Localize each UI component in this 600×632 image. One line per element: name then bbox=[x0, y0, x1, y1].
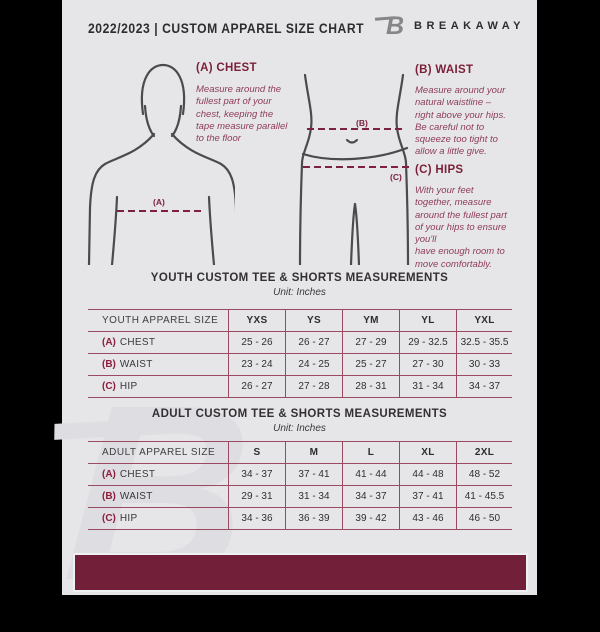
navel-mark bbox=[345, 138, 359, 144]
table-cell: 25 - 27 bbox=[342, 353, 399, 375]
armpit-left bbox=[110, 195, 119, 265]
row-letter: (C) bbox=[102, 381, 116, 392]
youth-size-table: YOUTH APPAREL SIZE YXS YS YM YL YXL (A) C… bbox=[88, 309, 512, 398]
page-background: { "colors": { "page_background": "#e6e6e… bbox=[54, 0, 537, 632]
table-cell: 27 - 29 bbox=[342, 331, 399, 353]
table-cell: 41 - 44 bbox=[342, 463, 399, 485]
table-cell: 43 - 46 bbox=[399, 507, 456, 529]
table-cell: 23 - 24 bbox=[228, 353, 285, 375]
adult-table-title: ADULT CUSTOM TEE & SHORTS MEASUREMENTS bbox=[151, 408, 448, 420]
shoulder-arm-right bbox=[170, 132, 235, 214]
waist-hips-diagram bbox=[298, 73, 410, 265]
size-chart-document: B 2022/2023 | CUSTOM APPAREL SIZE CHART … bbox=[54, 0, 537, 632]
table-cell: 32.5 - 35.5 bbox=[456, 331, 512, 353]
breakaway-logo-icon: B bbox=[374, 12, 408, 40]
hips-instruction-text: With your feet together, measure around … bbox=[415, 185, 507, 270]
adult-size-2xl: 2XL bbox=[456, 441, 512, 463]
youth-table-unit: Unit: Inches bbox=[273, 287, 326, 298]
adult-size-l: L bbox=[342, 441, 399, 463]
adult-size-m: M bbox=[285, 441, 342, 463]
row-label: WAIST bbox=[119, 359, 153, 370]
neck-left bbox=[143, 104, 156, 138]
table-cell: 26 - 27 bbox=[285, 331, 342, 353]
table-cell: 31 - 34 bbox=[285, 485, 342, 507]
youth-table-title: YOUTH CUSTOM TEE & SHORTS MEASUREMENTS bbox=[150, 272, 449, 284]
hips-instruction-heading: (C) HIPS bbox=[415, 164, 464, 176]
chest-instruction-text: Measure around the fullest part of your … bbox=[196, 84, 288, 145]
chest-instruction-heading: (A) CHEST bbox=[196, 62, 257, 74]
row-label: WAIST bbox=[119, 491, 153, 502]
inner-leg-left bbox=[349, 202, 357, 265]
adult-size-table: ADULT APPAREL SIZE S M L XL 2XL (A) CHEST… bbox=[88, 441, 512, 530]
table-cell: 37 - 41 bbox=[399, 485, 456, 507]
table-cell: 27 - 30 bbox=[399, 353, 456, 375]
youth-hip-row-label: (C) HIP bbox=[88, 375, 228, 397]
table-cell: 48 - 52 bbox=[456, 463, 512, 485]
youth-waist-row-label: (B) WAIST bbox=[88, 353, 228, 375]
table-cell: 46 - 50 bbox=[456, 507, 512, 529]
adult-hip-row-label: (C) HIP bbox=[88, 507, 228, 529]
waist-instruction-text: Measure around your natural waistline – … bbox=[415, 85, 506, 158]
table-cell: 30 - 33 bbox=[456, 353, 512, 375]
youth-header-label: YOUTH APPAREL SIZE bbox=[88, 309, 228, 331]
table-cell: 34 - 37 bbox=[342, 485, 399, 507]
page-title: 2022/2023 | CUSTOM APPAREL SIZE CHART bbox=[88, 21, 365, 36]
brand-name: BREAKAWAY bbox=[414, 20, 525, 32]
hips-line-label: (C) bbox=[390, 172, 402, 182]
table-cell: 44 - 48 bbox=[399, 463, 456, 485]
row-label: CHEST bbox=[119, 337, 156, 348]
neck-right bbox=[170, 104, 183, 138]
waist-instruction-heading: (B) WAIST bbox=[415, 64, 474, 76]
row-label: HIP bbox=[119, 381, 138, 392]
adult-table-unit: Unit: Inches bbox=[273, 423, 326, 434]
inner-leg-right bbox=[353, 202, 361, 265]
head-outline bbox=[140, 63, 186, 116]
youth-size-yxs: YXS bbox=[228, 309, 285, 331]
row-letter: (B) bbox=[102, 491, 116, 502]
table-cell: 26 - 27 bbox=[228, 375, 285, 397]
torso-right bbox=[395, 73, 410, 265]
row-letter: (A) bbox=[102, 469, 116, 480]
table-cell: 27 - 28 bbox=[285, 375, 342, 397]
chest-diagram bbox=[87, 63, 235, 265]
row-letter: (C) bbox=[102, 513, 116, 524]
youth-size-ys: YS bbox=[285, 309, 342, 331]
adult-size-s: S bbox=[228, 441, 285, 463]
table-cell: 39 - 42 bbox=[342, 507, 399, 529]
row-letter: (A) bbox=[102, 337, 116, 348]
youth-chest-row-label: (A) CHEST bbox=[88, 331, 228, 353]
table-cell: 37 - 41 bbox=[285, 463, 342, 485]
waist-line-label: (B) bbox=[356, 118, 368, 128]
table-cell: 31 - 34 bbox=[399, 375, 456, 397]
table-cell: 34 - 36 bbox=[228, 507, 285, 529]
table-cell: 24 - 25 bbox=[285, 353, 342, 375]
content-layer: 2022/2023 | CUSTOM APPAREL SIZE CHART B … bbox=[62, 0, 537, 595]
row-letter: (B) bbox=[102, 359, 116, 370]
table-cell: 34 - 37 bbox=[456, 375, 512, 397]
table-cell: 29 - 31 bbox=[228, 485, 285, 507]
table-cell: 34 - 37 bbox=[228, 463, 285, 485]
table-cell: 36 - 39 bbox=[285, 507, 342, 529]
row-label: CHEST bbox=[119, 469, 156, 480]
youth-size-yxl: YXL bbox=[456, 309, 512, 331]
adult-waist-row-label: (B) WAIST bbox=[88, 485, 228, 507]
youth-size-yl: YL bbox=[399, 309, 456, 331]
adult-size-xl: XL bbox=[399, 441, 456, 463]
table-cell: 25 - 26 bbox=[228, 331, 285, 353]
table-cell: 29 - 32.5 bbox=[399, 331, 456, 353]
row-label: HIP bbox=[119, 513, 138, 524]
table-cell: 28 - 31 bbox=[342, 375, 399, 397]
hip-curve bbox=[301, 146, 409, 161]
table-cell: 41 - 45.5 bbox=[456, 485, 512, 507]
youth-size-ym: YM bbox=[342, 309, 399, 331]
shoulder-arm-left bbox=[87, 132, 156, 265]
adult-chest-row-label: (A) CHEST bbox=[88, 463, 228, 485]
footer-bar bbox=[73, 553, 528, 592]
chest-line-label: (A) bbox=[153, 197, 165, 207]
armpit-right bbox=[207, 195, 216, 265]
adult-header-label: ADULT APPAREL SIZE bbox=[88, 441, 228, 463]
